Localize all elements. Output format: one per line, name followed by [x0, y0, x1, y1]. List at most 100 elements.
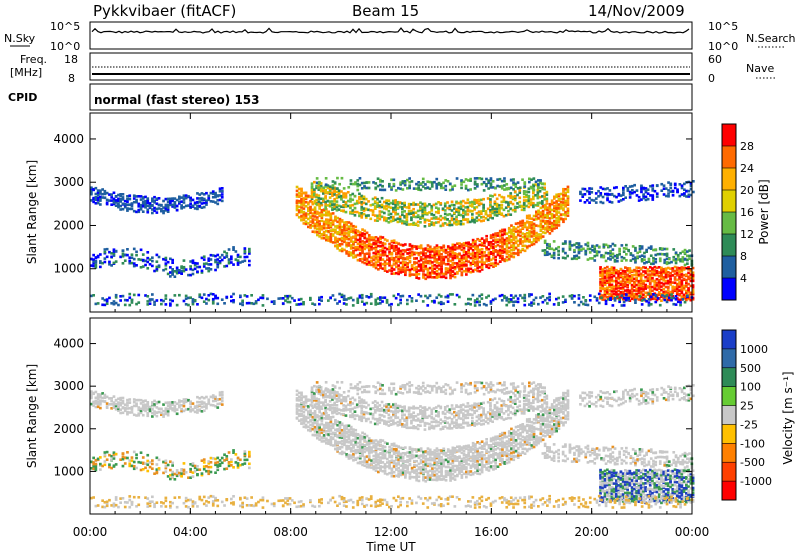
power-cell — [220, 298, 224, 301]
power-cell — [347, 234, 351, 238]
power-cell — [315, 184, 318, 188]
power-cell — [225, 264, 229, 268]
power-cell — [376, 201, 379, 205]
power-cell — [664, 285, 668, 289]
power-cell — [415, 299, 418, 302]
power-cell — [662, 270, 666, 273]
power-cell — [299, 302, 303, 306]
power-cell — [395, 262, 398, 265]
power-cell — [657, 285, 661, 288]
power-cell — [546, 206, 549, 209]
power-cell — [525, 193, 528, 197]
colorbar-segment — [722, 190, 736, 213]
power-cell — [675, 278, 679, 282]
power-cell — [612, 295, 616, 298]
power-cell — [419, 182, 423, 185]
power-cell — [315, 198, 318, 202]
velocity-cell — [151, 415, 154, 418]
power-cell — [392, 272, 396, 275]
power-cell — [369, 295, 373, 298]
velocity-cell — [169, 460, 172, 463]
power-cell — [660, 299, 663, 302]
power-cell — [401, 219, 404, 223]
power-cell — [408, 243, 412, 246]
power-cell — [631, 257, 635, 261]
power-cell — [358, 247, 362, 250]
power-cell — [315, 195, 318, 199]
power-cell — [390, 258, 394, 261]
power-cell — [392, 206, 395, 210]
power-cell — [398, 201, 402, 204]
power-cell — [626, 189, 630, 192]
power-cell — [214, 193, 217, 197]
power-cell — [387, 199, 391, 202]
power-cell — [462, 210, 465, 213]
power-cell — [137, 205, 141, 208]
power-cell — [412, 201, 415, 205]
power-cell — [525, 190, 528, 193]
power-cell — [635, 278, 638, 282]
power-cell — [528, 226, 531, 229]
velocity-cell — [153, 413, 156, 416]
velocity-cell — [155, 414, 159, 418]
power-cell — [545, 199, 549, 202]
power-cell — [505, 232, 509, 235]
power-cell — [424, 261, 428, 265]
velocity-cell — [146, 402, 150, 406]
power-cell — [343, 236, 346, 239]
power-cell — [550, 201, 554, 204]
power-cell — [437, 209, 440, 212]
power-cell — [387, 221, 391, 224]
power-cell — [378, 205, 382, 209]
power-cell — [428, 248, 432, 251]
power-cell — [453, 303, 457, 306]
power-cell — [467, 267, 470, 271]
power-cell — [164, 256, 168, 260]
power-cell — [555, 219, 558, 223]
power-cell — [473, 200, 476, 203]
power-cell — [175, 268, 179, 272]
power-cell — [394, 201, 397, 204]
power-cell — [546, 253, 549, 256]
power-cell — [373, 201, 377, 205]
power-cell — [155, 267, 159, 271]
power-cell — [363, 261, 367, 265]
power-cell — [462, 199, 465, 203]
power-cell — [171, 205, 174, 208]
power-cell — [464, 206, 467, 209]
power-cell — [487, 255, 491, 259]
power-cell — [451, 243, 455, 247]
power-cell — [286, 294, 290, 298]
power-cell — [670, 260, 673, 264]
power-cell — [590, 187, 594, 190]
power-cell — [601, 275, 605, 279]
power-cell — [220, 189, 224, 193]
power-cell — [492, 245, 495, 249]
power-cell — [352, 246, 355, 250]
power-cell — [141, 265, 145, 268]
power-cell — [685, 266, 688, 270]
power-cell — [528, 214, 531, 217]
power-cell — [528, 244, 531, 248]
power-cell — [440, 275, 443, 279]
power-cell — [352, 224, 355, 228]
velocity-cell — [236, 466, 240, 469]
velocity-cell — [243, 458, 247, 462]
power-cell — [361, 249, 364, 253]
power-cell — [207, 269, 211, 273]
velocity-cell — [205, 404, 208, 408]
velocity-cell — [164, 459, 168, 463]
power-cell — [425, 204, 429, 208]
power-cell — [349, 204, 352, 207]
velocity-cell — [139, 468, 143, 472]
power-cell — [687, 287, 690, 290]
power-cell — [459, 222, 463, 226]
power-cell — [651, 267, 654, 270]
power-cell — [485, 254, 488, 257]
power-cell — [139, 203, 143, 207]
power-cell — [338, 219, 342, 223]
power-cell — [407, 212, 411, 215]
velocity-cell — [225, 457, 229, 461]
velocity-cell — [196, 473, 199, 476]
power-cell — [410, 244, 414, 248]
